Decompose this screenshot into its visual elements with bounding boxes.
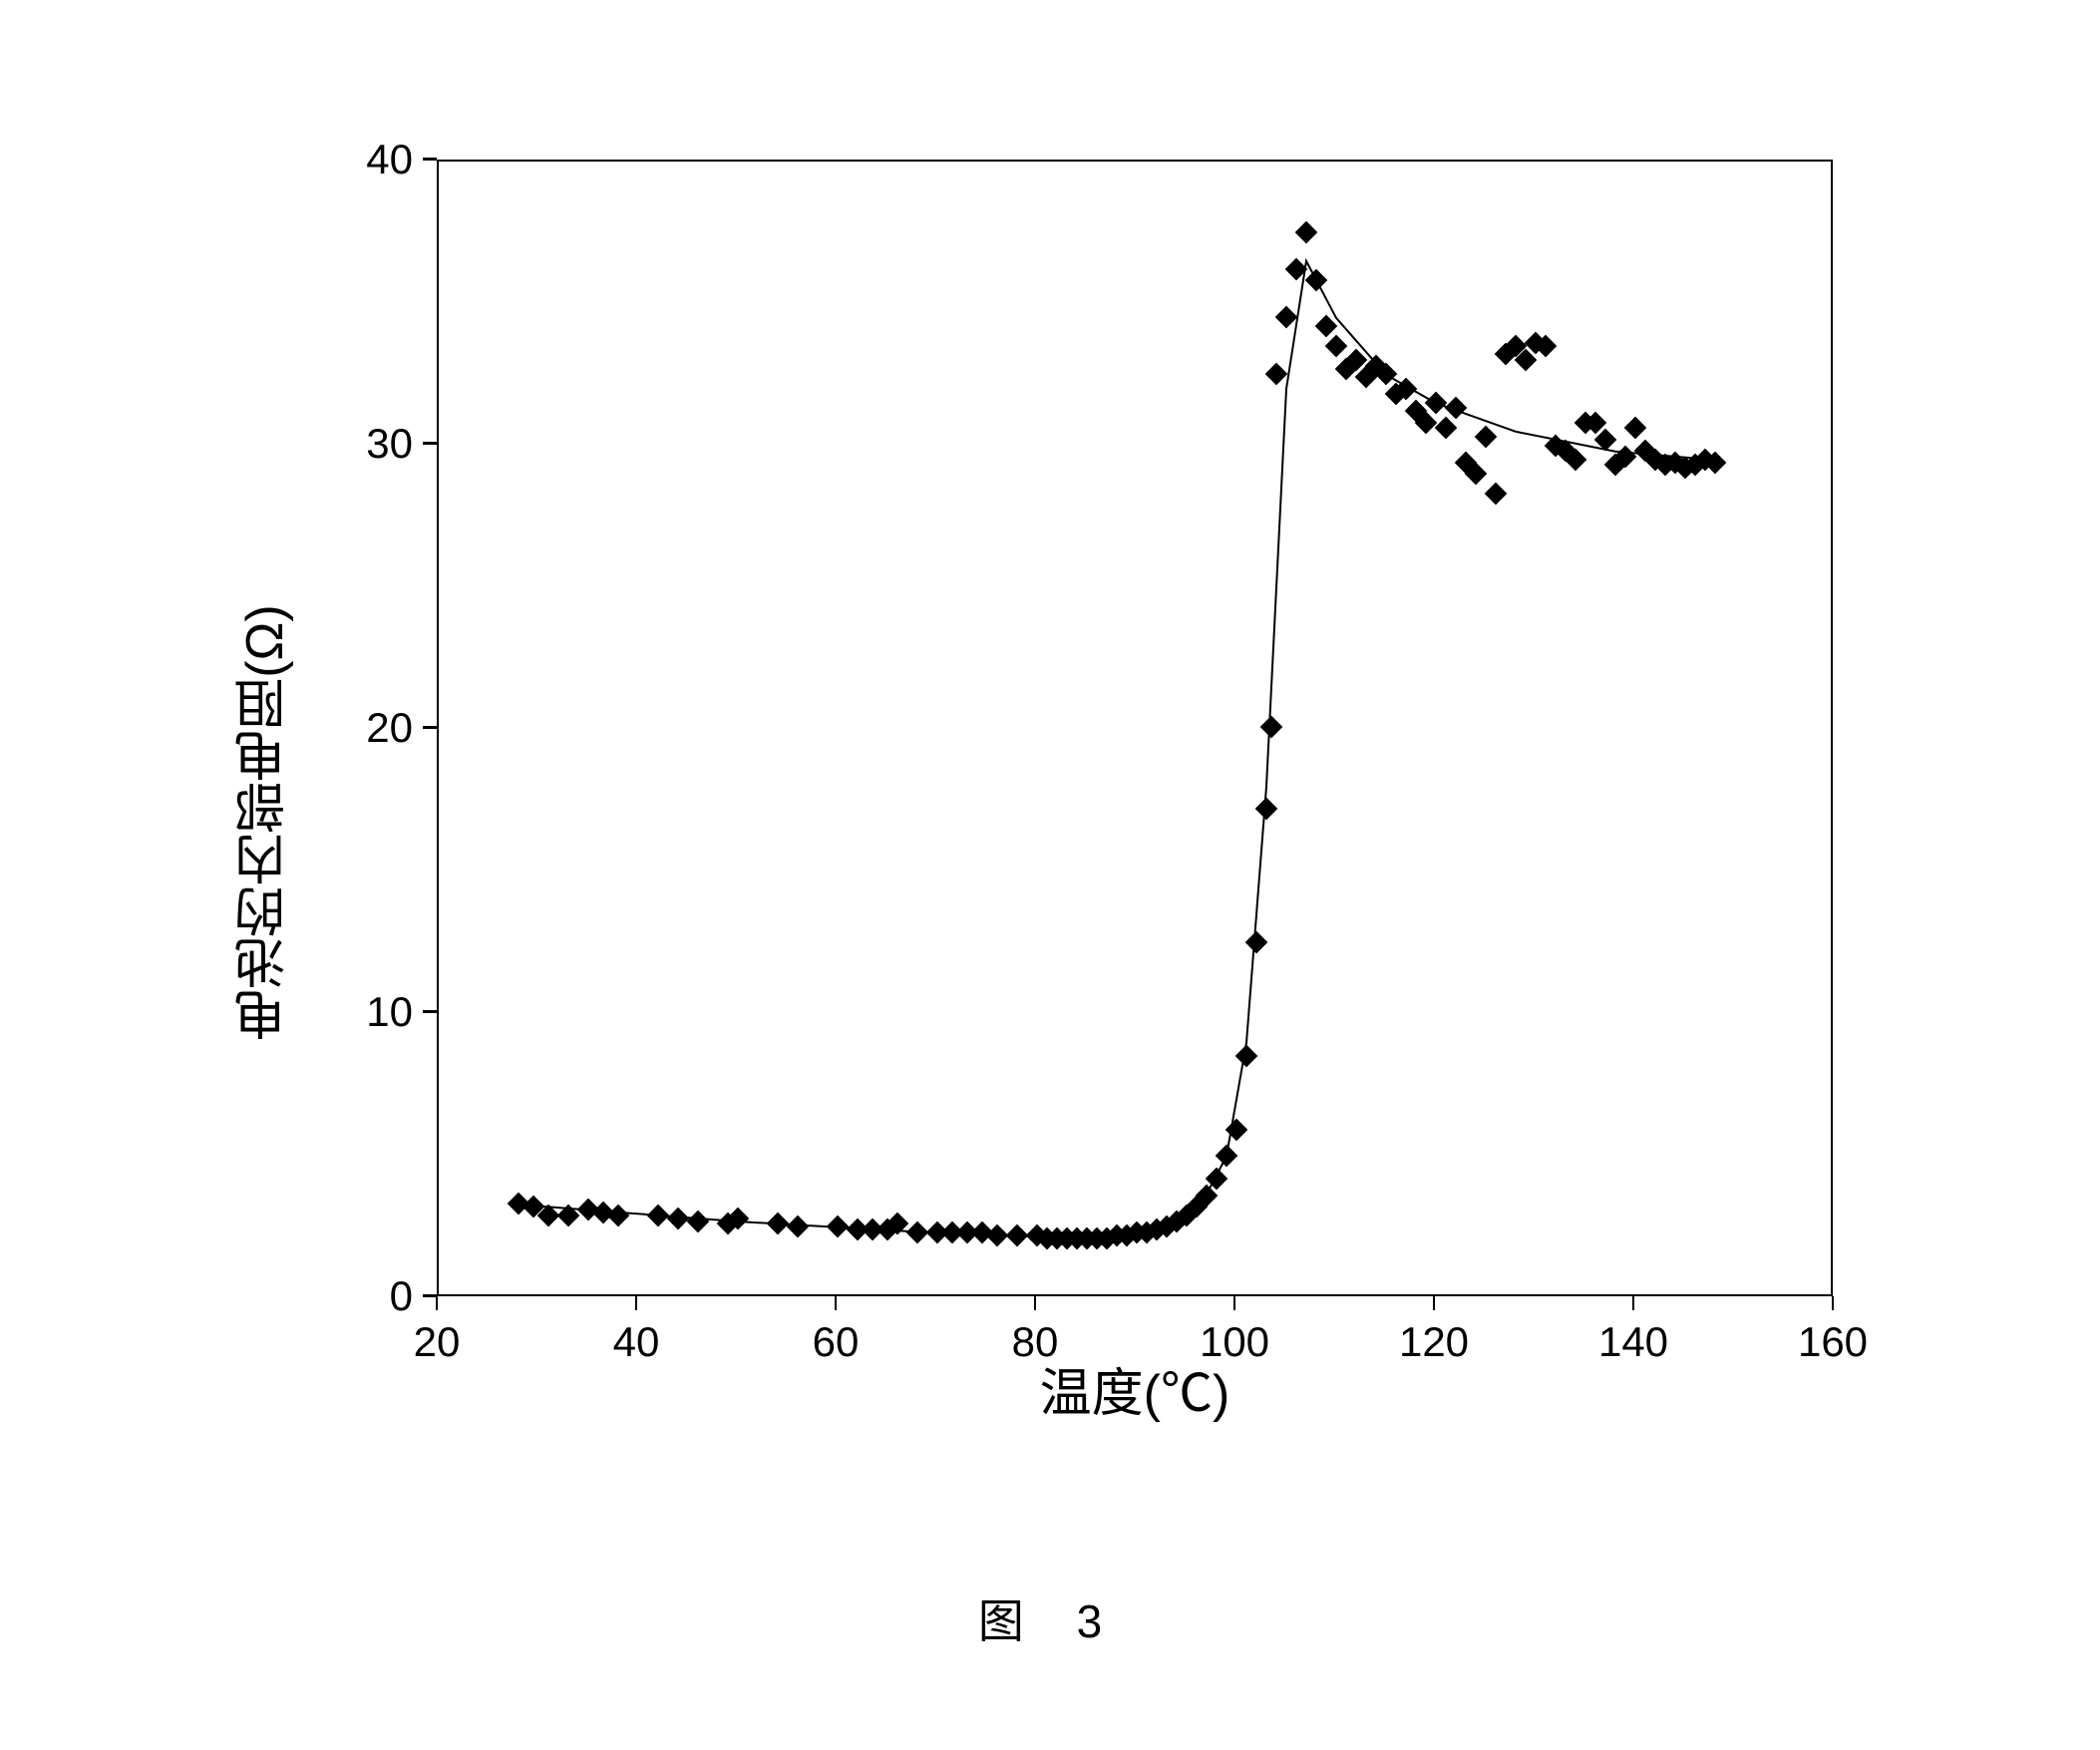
data-point bbox=[1624, 417, 1647, 440]
data-point bbox=[1255, 798, 1278, 821]
fit-curve bbox=[439, 162, 1835, 1298]
data-point bbox=[1225, 1119, 1248, 1142]
x-tick-mark bbox=[635, 1296, 638, 1310]
y-tick-label: 10 bbox=[366, 988, 413, 1036]
x-tick-mark bbox=[1034, 1296, 1037, 1310]
x-tick-label: 160 bbox=[1798, 1318, 1868, 1366]
plot-area bbox=[437, 160, 1833, 1296]
data-point bbox=[787, 1216, 810, 1238]
data-point bbox=[557, 1205, 580, 1227]
y-tick-label: 20 bbox=[366, 704, 413, 752]
y-tick-label: 30 bbox=[366, 420, 413, 468]
data-point bbox=[767, 1213, 790, 1235]
x-tick-mark bbox=[1832, 1296, 1835, 1310]
x-tick-label: 100 bbox=[1200, 1318, 1269, 1366]
data-point bbox=[1265, 363, 1288, 386]
data-point bbox=[1305, 269, 1328, 292]
figure-caption: 图 3 bbox=[978, 1585, 1122, 1651]
data-point bbox=[827, 1216, 850, 1238]
x-tick-label: 40 bbox=[613, 1318, 660, 1366]
x-tick-mark bbox=[1632, 1296, 1635, 1310]
data-point bbox=[1245, 931, 1268, 954]
x-tick-label: 20 bbox=[414, 1318, 461, 1366]
chart-container: 电池的内部电阻(Ω) 温度(℃) 20406080100120140160010… bbox=[177, 100, 1923, 1546]
x-tick-label: 80 bbox=[1012, 1318, 1059, 1366]
y-tick-mark bbox=[423, 158, 437, 161]
y-tick-mark bbox=[423, 1294, 437, 1297]
data-point bbox=[1325, 334, 1348, 357]
data-point bbox=[647, 1205, 670, 1227]
y-tick-mark bbox=[423, 1010, 437, 1013]
data-point bbox=[1475, 426, 1498, 449]
y-axis-label: 电池的内部电阻(Ω) bbox=[227, 604, 302, 1041]
data-point bbox=[687, 1210, 710, 1232]
x-tick-mark bbox=[436, 1296, 439, 1310]
fit-line-path bbox=[519, 260, 1715, 1237]
x-tick-label: 120 bbox=[1399, 1318, 1469, 1366]
data-point bbox=[1425, 391, 1448, 414]
x-tick-mark bbox=[1233, 1296, 1236, 1310]
data-point bbox=[1445, 397, 1468, 420]
data-point bbox=[667, 1207, 690, 1229]
data-point bbox=[1260, 715, 1283, 738]
y-tick-mark bbox=[423, 726, 437, 729]
x-tick-label: 140 bbox=[1598, 1318, 1668, 1366]
data-point bbox=[1435, 417, 1458, 440]
data-point bbox=[1315, 314, 1338, 337]
y-tick-label: 40 bbox=[366, 136, 413, 183]
x-tick-mark bbox=[835, 1296, 838, 1310]
data-point bbox=[1275, 306, 1298, 329]
data-point bbox=[1216, 1145, 1238, 1168]
data-point bbox=[1235, 1045, 1258, 1068]
data-point bbox=[1295, 220, 1318, 243]
y-tick-mark bbox=[423, 442, 437, 445]
data-point bbox=[1485, 483, 1508, 506]
data-point bbox=[1285, 257, 1308, 280]
x-tick-mark bbox=[1433, 1296, 1436, 1310]
y-tick-label: 0 bbox=[390, 1272, 413, 1320]
x-tick-label: 60 bbox=[813, 1318, 860, 1366]
